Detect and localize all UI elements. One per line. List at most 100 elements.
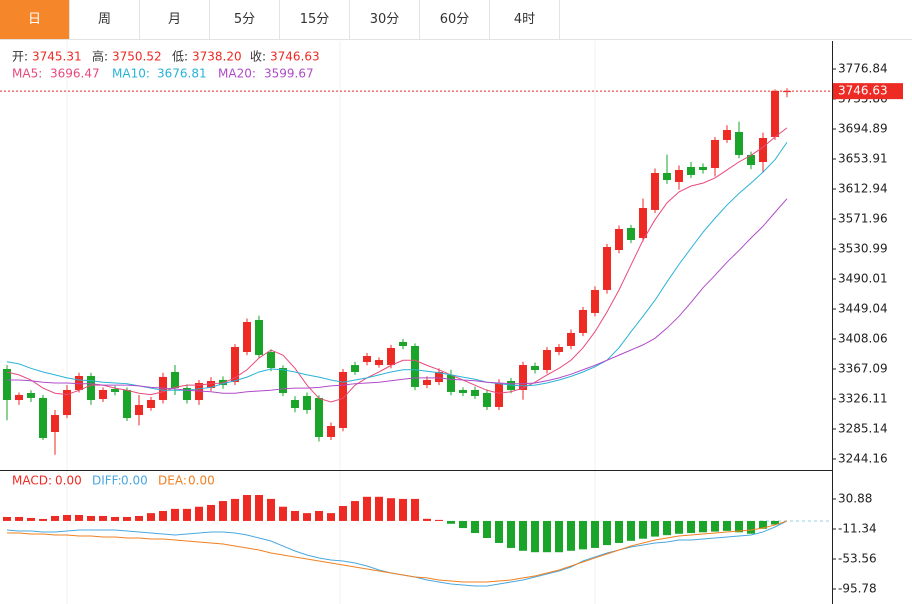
macd-bar <box>375 496 383 521</box>
candle-body <box>627 227 635 240</box>
macd-bar <box>399 498 407 521</box>
candle-body <box>87 376 95 401</box>
legend-value: 0.00 <box>55 474 82 488</box>
line <box>7 520 788 583</box>
candle-body <box>747 154 755 166</box>
tab[interactable]: 30分 <box>350 0 420 39</box>
macd-bar <box>555 520 563 553</box>
candle-body <box>591 289 599 313</box>
candle-body <box>303 395 311 410</box>
candle-body <box>675 169 683 182</box>
candle-body <box>543 350 551 370</box>
candle-body <box>555 347 563 352</box>
y-tick-label: -53.56 <box>838 551 877 565</box>
candle-body <box>111 388 119 392</box>
candle-body <box>639 207 647 239</box>
y-tick-label: 3653.91 <box>838 152 888 166</box>
macd-bar <box>567 520 575 551</box>
macd-bar <box>723 520 731 531</box>
candle-body <box>255 319 263 355</box>
macd-bar <box>267 498 275 521</box>
quote-value: 3750.52 <box>112 50 162 64</box>
candle-body <box>603 247 611 290</box>
candle-body <box>327 426 335 437</box>
macd-bar <box>435 519 443 521</box>
macd-bar <box>63 514 71 521</box>
tab[interactable]: 4时 <box>490 0 560 39</box>
candle-body <box>135 404 143 416</box>
tab[interactable]: 日 <box>0 0 70 39</box>
candle-body <box>447 374 455 392</box>
macd-bar <box>411 498 419 521</box>
macd-bar <box>639 520 647 539</box>
candle-body <box>15 394 23 401</box>
legend-name: DIFF: <box>92 474 122 488</box>
macd-bar <box>279 506 287 521</box>
candle-body <box>351 365 359 372</box>
line <box>6 127 788 403</box>
y-tick-label: -95.78 <box>838 581 877 595</box>
candle-body <box>531 365 539 370</box>
candle-body <box>27 392 35 398</box>
candle-body <box>735 131 743 155</box>
macd-bar <box>495 520 503 543</box>
legend-name: MA5: <box>12 67 42 81</box>
tab[interactable]: 15分 <box>280 0 350 39</box>
macd-bar <box>423 518 431 521</box>
macd-bar <box>123 516 131 521</box>
candle-body <box>519 365 527 390</box>
y-tick-label: 3326.11 <box>838 391 888 405</box>
macd-bar <box>243 495 251 521</box>
y-tick-label: 3776.84 <box>838 62 888 76</box>
macd-bar <box>387 498 395 521</box>
macd-bar <box>507 520 515 548</box>
candle-body <box>483 392 491 407</box>
tab[interactable]: 60分 <box>420 0 490 39</box>
candle-body <box>231 347 239 383</box>
candle-body <box>183 388 191 401</box>
candle-body <box>315 397 323 437</box>
candle-body <box>423 379 431 386</box>
candle-body <box>699 166 707 170</box>
legend-value: 3599.67 <box>264 67 314 81</box>
candle-body <box>759 138 767 163</box>
legend-value: 0.00 <box>188 474 215 488</box>
macd-bar <box>603 520 611 546</box>
tab[interactable]: 5分 <box>210 0 280 39</box>
macd-bar <box>543 520 551 553</box>
candle-body <box>339 371 347 428</box>
macd-bar <box>363 496 371 521</box>
candle-body <box>171 371 179 389</box>
candle-body <box>3 368 11 401</box>
macd-bar <box>75 514 83 521</box>
macd-bar <box>651 520 659 537</box>
legend-name: MA20: <box>218 67 256 81</box>
y-tick-label: -11.34 <box>838 522 877 536</box>
candle-body <box>579 309 587 333</box>
y-tick-label: 3367.09 <box>838 361 888 375</box>
macd-bar <box>171 508 179 521</box>
macd-bar <box>759 520 767 529</box>
candle-body <box>567 332 575 346</box>
candle-body <box>123 389 131 419</box>
macd-bar <box>627 520 635 541</box>
macd-bar <box>219 501 227 521</box>
y-tick-label: 3244.16 <box>838 451 888 465</box>
current-price-box <box>833 83 903 100</box>
macd-bar <box>135 515 143 521</box>
tab[interactable]: 月 <box>140 0 210 39</box>
legend-value: 3676.81 <box>157 67 207 81</box>
candle-body <box>147 400 155 408</box>
candle-body <box>651 172 659 210</box>
legend-name: DEA: <box>158 474 187 488</box>
macd-bar <box>579 520 587 550</box>
candle-body <box>723 130 731 140</box>
macd-bar <box>15 516 23 521</box>
macd-bar <box>351 501 359 521</box>
tab[interactable]: 周 <box>70 0 140 39</box>
quote-value: 3745.31 <box>32 50 82 64</box>
quote-label: 开: <box>12 50 28 64</box>
candle-body <box>267 351 275 369</box>
macd-bar <box>255 495 263 521</box>
